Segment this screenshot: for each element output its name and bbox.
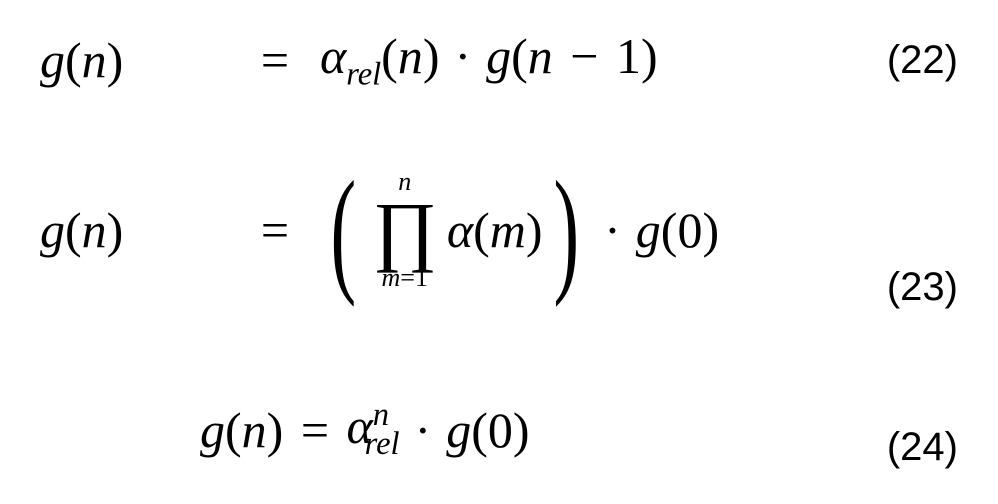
eq23-lhs-rparen: ) xyxy=(107,202,124,258)
equation-number-24: (24) xyxy=(887,425,998,470)
eq24-arg2: 0 xyxy=(488,401,513,459)
eq24-rp1: ) xyxy=(267,401,284,459)
eq24-g2: g xyxy=(446,401,471,459)
eq22-rp1: ) xyxy=(423,28,440,84)
eq23-lp2: ( xyxy=(661,201,678,259)
eq24-lp2: ( xyxy=(471,401,488,459)
equation-row-22: g(n) = αrel(n)·g(n−1) (22) xyxy=(0,20,998,100)
eq22-lhs-rparen: ) xyxy=(107,32,124,88)
eq23-lhs-arg: n xyxy=(82,202,107,258)
eq23-prod-lower-eq: = xyxy=(400,263,415,292)
eq23-prod-lower-val: 1 xyxy=(415,263,428,292)
equation-row-24: g(n) = αnrel · g(0) (24) xyxy=(0,390,998,470)
eq23-big-lparen: ( xyxy=(330,178,356,283)
eq22-lp1: ( xyxy=(381,28,398,84)
equation-24: g(n) = αnrel · g(0) xyxy=(0,397,530,463)
eq23-product: n ∏ m=1 xyxy=(373,169,437,291)
eq23-lhs-g: g xyxy=(40,202,65,258)
eq22-alpha: α xyxy=(320,28,346,84)
eq23-alpha: α xyxy=(447,202,473,258)
product-icon: ∏ xyxy=(373,195,437,265)
eq22-alpha-sub: rel xyxy=(346,56,381,92)
eq23-big-rparen: ) xyxy=(553,178,579,283)
eq23-lhs-lparen: ( xyxy=(65,202,82,258)
eq23-arg2: 0 xyxy=(677,201,702,259)
eq23-prod-lower-var: m xyxy=(382,263,401,292)
eq24-alpha-sup: n xyxy=(373,397,389,433)
eq22-lhs-g: g xyxy=(40,32,65,88)
eq22-rp2: ) xyxy=(641,28,658,84)
eq23-arg1: m xyxy=(490,202,526,258)
eq22-cdot: · xyxy=(439,28,486,84)
eq24-g1: g xyxy=(200,401,225,459)
eq23-cdot: · xyxy=(589,201,636,259)
eq24-equals: = xyxy=(283,401,346,459)
eq23-rp2: ) xyxy=(702,201,719,259)
eq24-lp1: ( xyxy=(225,401,242,459)
eq22-arg2b: 1 xyxy=(616,28,641,84)
equation-22: g(n) = αrel(n)·g(n−1) xyxy=(0,27,658,93)
eq23-g: g xyxy=(636,201,661,259)
eq22-lhs-arg: n xyxy=(82,32,107,88)
eq24-cdot: · xyxy=(400,401,447,459)
equation-row-23: g(n) = ( n ∏ m=1 α(m) ) · g(0) ( xyxy=(0,140,998,320)
eq22-lhs-lparen: ( xyxy=(65,32,82,88)
eq24-rp2: ) xyxy=(513,401,530,459)
eq23-lp1: ( xyxy=(473,202,490,258)
eq22-equals: = xyxy=(230,31,320,89)
equations-page: g(n) = αrel(n)·g(n−1) (22) g(n) = ( n ∏ … xyxy=(0,0,998,504)
eq24-arg1: n xyxy=(242,401,267,459)
eq22-lp2: ( xyxy=(511,28,528,84)
equation-23: g(n) = ( n ∏ m=1 α(m) ) · g(0) xyxy=(0,169,719,291)
eq23-equals: = xyxy=(230,201,320,259)
eq22-arg1: n xyxy=(398,28,423,84)
equation-number-22: (22) xyxy=(887,38,998,83)
eq22-arg2a: n xyxy=(528,28,553,84)
equation-number-23: (23) xyxy=(887,265,998,310)
eq23-rp1: ) xyxy=(526,202,543,258)
eq22-g: g xyxy=(486,28,511,84)
eq22-minus: − xyxy=(553,28,616,84)
